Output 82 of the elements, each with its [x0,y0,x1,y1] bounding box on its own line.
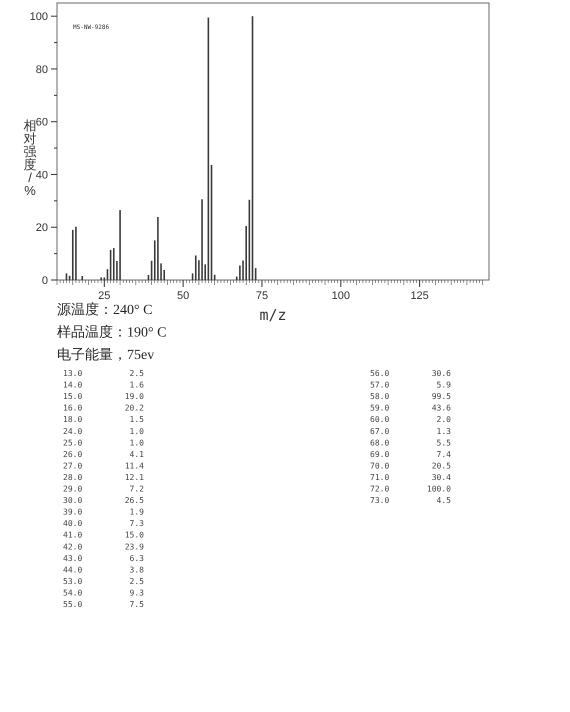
text: 3.8 [130,565,144,574]
text: 44.0 [63,565,82,574]
x-tick-label: 75 [256,290,268,302]
text: 53.0 [63,576,82,586]
text: 68.0 [370,438,390,448]
text: 57.0 [370,380,390,390]
text: 40.0 [63,519,82,528]
text: 1.5 [130,415,144,424]
text: 1.6 [130,380,144,390]
text: 1.9 [130,508,144,517]
text: 6.3 [130,554,144,563]
text: 26.5 [124,496,144,506]
text: 58.0 [370,392,390,402]
text: 样品温度：190° C [57,324,166,340]
text: 71.0 [370,472,390,482]
text: 20.2 [124,404,144,413]
y-tick-label: 0 [42,275,48,287]
text: 5.9 [436,380,452,390]
text: 2.5 [130,369,144,378]
y-tick-label: 40 [36,169,48,182]
text: 55.0 [63,600,82,609]
y-tick-label: 100 [30,11,48,24]
text: 4.1 [130,450,144,459]
x-tick-label: 50 [177,290,190,302]
text: 56.0 [370,369,390,378]
text: 29.0 [63,484,82,494]
text: 11.4 [124,461,144,470]
text: 23.9 [124,542,144,552]
text: 73.0 [370,496,390,506]
text: 9.3 [130,588,144,598]
text: 15.0 [124,530,144,540]
text: 1.0 [130,438,144,448]
text: 67.0 [370,426,390,436]
text: 30.6 [432,369,452,378]
y-tick-label: 20 [36,222,48,234]
text: 15.0 [63,392,82,402]
text: 7.3 [130,519,144,528]
text: 2.0 [436,415,452,424]
text: 7.4 [436,450,452,459]
text: 源温度：240° C [57,302,152,318]
y-tick-label: 60 [36,116,48,129]
x-tick-label: 25 [98,290,110,302]
text: 99.5 [432,392,452,402]
text: 26.0 [63,450,82,459]
y-tick-label: 80 [36,64,48,76]
text: 24.0 [63,426,82,436]
text: 1.3 [436,426,452,436]
text: 43.0 [63,554,82,563]
text: 30.4 [432,472,452,482]
text: 16.0 [63,404,82,413]
text: 14.0 [63,380,82,390]
text: 30.0 [63,496,82,506]
text: 2.5 [130,576,144,586]
text: 100.0 [426,484,452,494]
text: 39.0 [63,508,82,517]
text: 13.0 [63,369,82,378]
text: 72.0 [370,484,390,494]
text: 41.0 [63,530,82,540]
x-tick-label: 125 [410,290,429,302]
text: 12.1 [124,472,144,482]
text: 20.5 [432,461,452,470]
text: 43.6 [432,404,452,413]
text: 27.0 [63,461,82,470]
text: 7.5 [130,600,144,609]
text: 7.2 [130,484,144,494]
text: 42.0 [63,542,82,552]
x-axis-title: m/z [259,306,287,324]
text: 19.0 [124,392,144,402]
text: 1.0 [130,426,144,436]
text: 4.5 [436,496,452,506]
x-tick-label: 100 [332,290,350,302]
y-axis-title: 相对强度/% [24,118,36,198]
text: 25.0 [63,438,82,448]
text: 54.0 [63,588,82,598]
text: 28.0 [63,472,82,482]
text: 69.0 [370,450,390,459]
text: 70.0 [370,461,390,470]
text: 59.0 [370,404,390,413]
text: 60.0 [370,415,390,424]
text: 5.5 [436,438,452,448]
text: 电子能量，75ev [57,347,154,363]
text: 18.0 [63,415,82,424]
